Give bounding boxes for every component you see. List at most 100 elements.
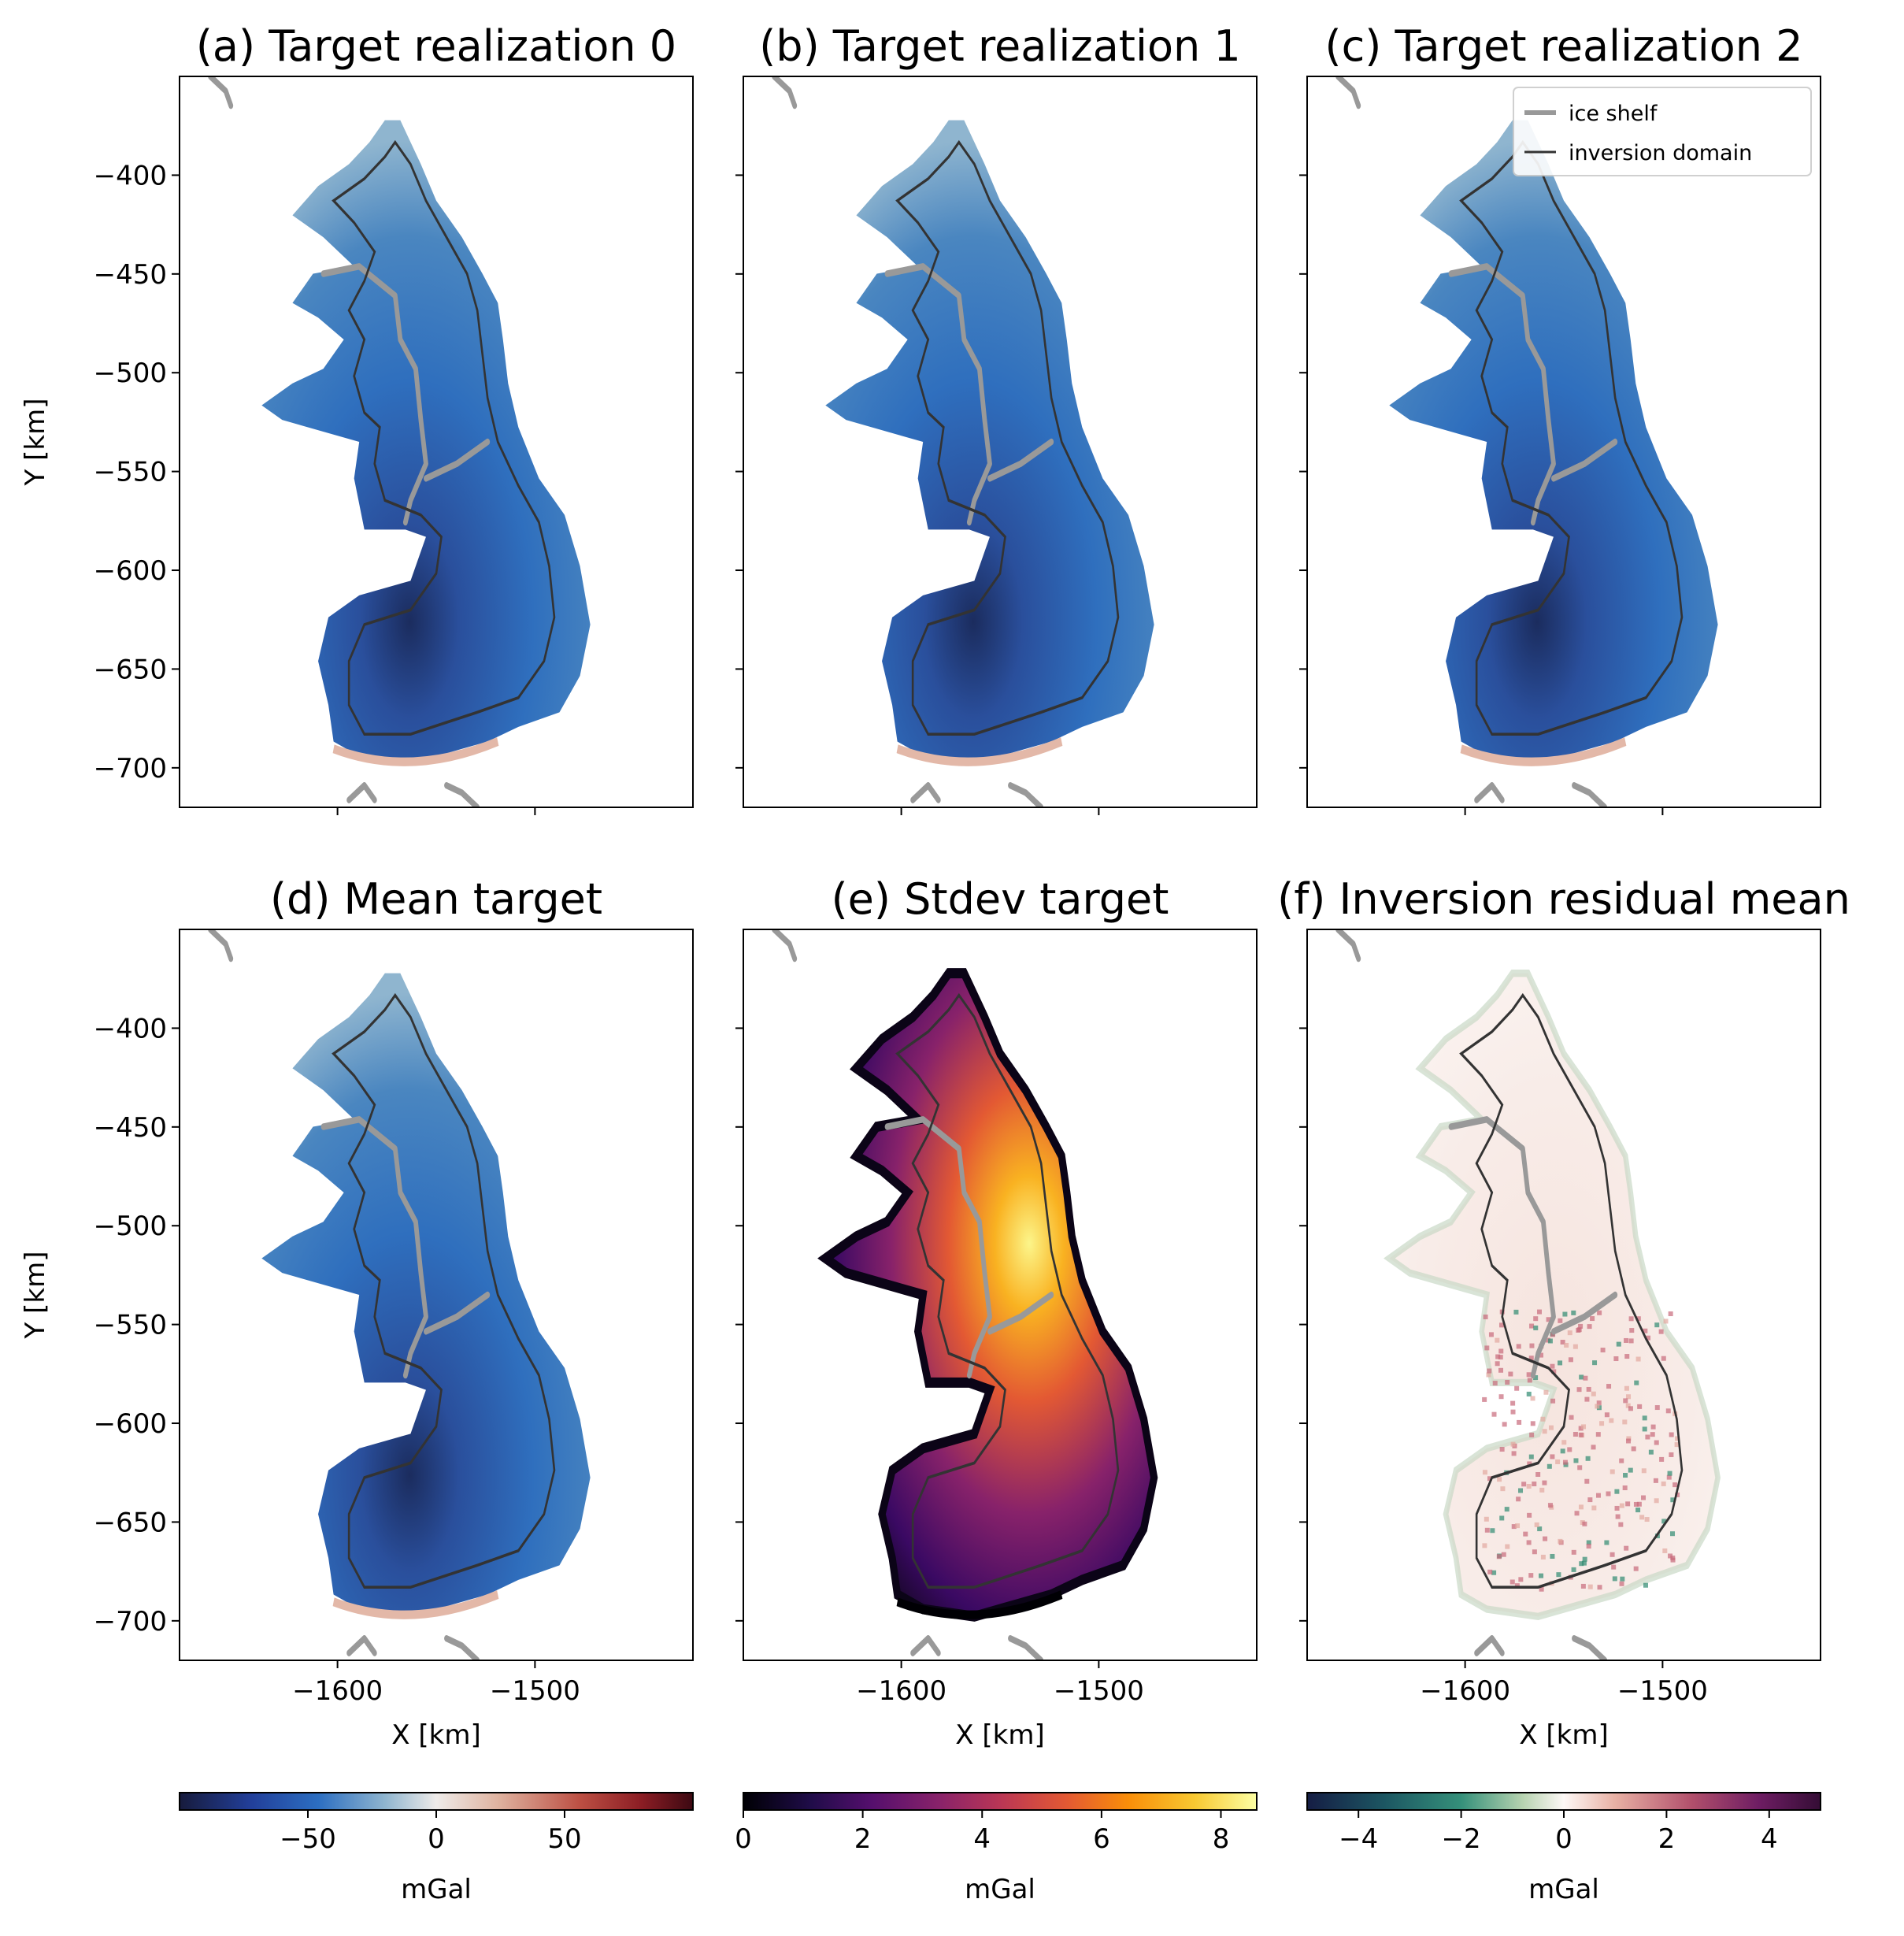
speckle [1550, 1363, 1555, 1369]
speckle [1530, 1396, 1535, 1401]
colorbar-label: mGal [1528, 1874, 1599, 1905]
speckle [1648, 1449, 1654, 1455]
speckle [1631, 1446, 1636, 1452]
axes-frame [1306, 929, 1821, 1661]
speckle [1659, 1456, 1665, 1462]
speckle [1661, 1356, 1666, 1361]
speckle [1567, 1447, 1572, 1452]
speckle [1499, 1447, 1505, 1452]
speckle [1634, 1380, 1639, 1385]
speckle [1641, 1495, 1647, 1500]
x-tick-label: −1600 [856, 1675, 946, 1707]
speckle [1505, 1544, 1510, 1549]
speckle [1642, 1415, 1647, 1421]
speckle [1574, 1511, 1580, 1516]
speckle [1674, 1442, 1680, 1448]
legend-ice-shelf-label: ice shelf [1569, 102, 1658, 126]
speckle [1578, 1432, 1584, 1437]
speckle [1527, 1378, 1532, 1383]
speckle [1539, 1352, 1544, 1358]
speckle [1526, 1391, 1532, 1396]
panel-title: (f) Inversion residual mean [1277, 874, 1850, 924]
speckle [1532, 1482, 1537, 1487]
speckle [1560, 1448, 1565, 1454]
speckle [1547, 1503, 1553, 1508]
legend-box [1513, 87, 1812, 176]
panel-6: (f) Inversion residual mean −1600 −1500 X [… [1277, 874, 1850, 1751]
y-tick-label: −650 [94, 1507, 167, 1538]
speckle [1624, 1337, 1629, 1343]
panel-title: (b) Target realization 1 [759, 21, 1241, 71]
speckle [1487, 1569, 1493, 1574]
speckle [1499, 1322, 1505, 1328]
colorbar-tick-label: 8 [1213, 1823, 1230, 1855]
speckle [1539, 1573, 1544, 1578]
speckle [1540, 1416, 1546, 1422]
speckle [1576, 1327, 1581, 1333]
speckle [1642, 1426, 1647, 1432]
speckle [1510, 1409, 1516, 1415]
speckle [1487, 1476, 1492, 1482]
speckle [1516, 1497, 1521, 1502]
speckle [1528, 1356, 1534, 1361]
speckle [1484, 1516, 1489, 1522]
x-tick-label: −1500 [490, 1675, 580, 1707]
speckle [1543, 1536, 1548, 1541]
speckle [1560, 1340, 1565, 1345]
speckle [1487, 1368, 1492, 1374]
x-axis-label: X [km] [955, 1719, 1044, 1751]
speckle [1568, 1357, 1573, 1363]
speckle [1639, 1515, 1645, 1520]
speckle [1669, 1432, 1674, 1437]
speckle [1550, 1398, 1556, 1404]
speckle [1510, 1400, 1516, 1406]
speckle [1527, 1461, 1532, 1467]
panel-title: (e) Stdev target [832, 874, 1169, 924]
speckle [1669, 1452, 1674, 1457]
speckle [1513, 1309, 1519, 1315]
speckle [1670, 1531, 1676, 1537]
speckle [1518, 1577, 1524, 1582]
speckle [1606, 1384, 1612, 1389]
speckle [1633, 1501, 1639, 1507]
speckle [1488, 1332, 1494, 1337]
speckle [1569, 1415, 1574, 1420]
speckle [1534, 1522, 1539, 1527]
speckle [1582, 1556, 1587, 1562]
speckle [1628, 1467, 1633, 1473]
speckle [1539, 1586, 1544, 1592]
speckle [1626, 1438, 1632, 1444]
speckle [1595, 1493, 1601, 1498]
speckle [1599, 1421, 1605, 1426]
speckle [1622, 1485, 1628, 1490]
speckle [1578, 1426, 1584, 1431]
speckle [1550, 1553, 1555, 1559]
speckle [1596, 1400, 1602, 1406]
speckle [1495, 1361, 1500, 1367]
speckle [1526, 1372, 1532, 1378]
speckle [1543, 1389, 1549, 1395]
speckle [1583, 1375, 1588, 1381]
speckle [1645, 1434, 1650, 1440]
speckle [1624, 1545, 1629, 1551]
x-tick-label: −1500 [1617, 1675, 1708, 1707]
speckle [1571, 1549, 1576, 1555]
speckle [1521, 1482, 1527, 1487]
heatmap-area [774, 76, 1154, 807]
speckle [1551, 1369, 1557, 1374]
speckle [1571, 1567, 1576, 1572]
speckle [1624, 1354, 1630, 1359]
x-tick-label: −1600 [1420, 1675, 1510, 1707]
x-tick-label: −1500 [1054, 1675, 1144, 1707]
speckle [1540, 1554, 1546, 1560]
speckle [1635, 1356, 1641, 1362]
speckle [1609, 1418, 1614, 1423]
speckle [1591, 1391, 1596, 1396]
speckle [1550, 1454, 1555, 1459]
colorbar-tick-label: 0 [428, 1823, 445, 1855]
speckle [1533, 1325, 1539, 1330]
speckle [1484, 1527, 1490, 1533]
speckle [1528, 1454, 1534, 1459]
speckle [1501, 1552, 1506, 1557]
speckle [1508, 1371, 1513, 1377]
